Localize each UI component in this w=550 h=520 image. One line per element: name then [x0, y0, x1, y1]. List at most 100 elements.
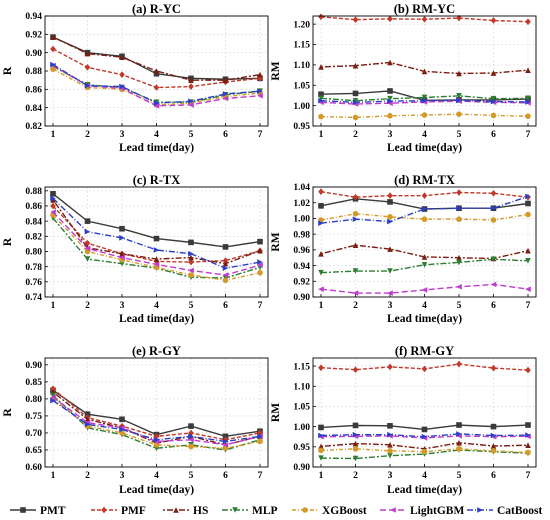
series-catboost — [318, 431, 531, 440]
data-point — [119, 254, 125, 261]
data-point — [387, 15, 393, 23]
x-tick-label: 1 — [319, 471, 324, 481]
data-point — [525, 99, 531, 105]
data-point — [456, 205, 462, 212]
series-pmt — [50, 191, 263, 250]
y-tick-label: 0.92 — [293, 277, 310, 287]
x-tick-label: 6 — [491, 471, 496, 481]
y-tick-label: 0.95 — [293, 443, 310, 453]
data-point — [490, 98, 497, 105]
panel-3: 0.74 0.76 0.78 0.80 0.82 0.84 0.86 0.88 1 2 3 4 5 6 7 (… — [2, 173, 269, 325]
data-point — [119, 71, 125, 78]
data-point — [456, 93, 462, 99]
panel-1: 0.82 0.84 0.86 0.88 0.90 0.92 0.94 1 2 3 4 5 6 7 (a) R… — [2, 2, 269, 154]
data-point — [387, 246, 393, 252]
panel-2: 0.95 1.00 1.05 1.10 1.15 1.20 1 2 3 4 5 6 7 (b) RM-YC… — [270, 2, 537, 154]
series-catboost — [318, 97, 531, 106]
x-tick-label: 5 — [189, 301, 194, 311]
data-point — [490, 448, 497, 454]
y-tick-label: 1.15 — [293, 362, 310, 372]
data-point — [222, 272, 229, 278]
data-point — [421, 448, 428, 455]
series-mlp — [318, 256, 531, 276]
data-point — [490, 205, 497, 212]
y-axis-label: R — [2, 408, 14, 417]
y-tick-label: 0.94 — [25, 12, 42, 22]
data-point — [50, 394, 56, 400]
x-tick-label: 7 — [526, 301, 531, 311]
data-point — [222, 260, 229, 267]
x-tick-label: 1 — [51, 130, 56, 140]
y-tick-label: 1.00 — [293, 102, 310, 112]
legend-item-pmf: PMF — [91, 505, 146, 517]
data-point — [318, 97, 324, 104]
data-point — [352, 446, 359, 452]
data-point — [421, 15, 428, 23]
data-point — [421, 94, 428, 101]
x-tick-label: 2 — [85, 471, 90, 481]
data-point — [387, 290, 393, 296]
data-point — [50, 195, 56, 202]
data-point — [525, 211, 531, 218]
data-point — [352, 455, 359, 462]
x-tick-label: 4 — [154, 130, 159, 140]
data-point — [257, 259, 263, 265]
series-catboost — [50, 397, 263, 445]
data-point — [257, 247, 263, 254]
data-point — [387, 441, 393, 448]
data-point — [50, 202, 56, 210]
data-point — [153, 247, 160, 253]
data-point — [153, 100, 160, 106]
panel-title: (d) RM-TX — [394, 173, 455, 187]
y-tick-label: 0.80 — [25, 395, 42, 405]
data-point — [387, 448, 393, 454]
data-point — [153, 256, 160, 262]
data-point — [318, 91, 324, 98]
data-point — [456, 422, 462, 428]
series-hs — [50, 34, 263, 83]
panel-title: (e) R-GY — [132, 344, 181, 358]
series-hs — [50, 197, 263, 267]
x-axis-label: Lead time(day) — [387, 484, 462, 496]
data-point — [84, 411, 91, 418]
data-point — [153, 68, 160, 74]
data-point — [387, 363, 393, 371]
y-tick-label: 1.00 — [293, 423, 310, 433]
data-point — [525, 18, 531, 26]
plot-frame — [44, 357, 269, 468]
data-point — [257, 88, 263, 94]
data-point — [318, 269, 324, 276]
data-point — [257, 262, 263, 268]
data-point — [318, 364, 324, 371]
data-point — [84, 218, 91, 224]
y-tick-label: 0.70 — [25, 429, 42, 439]
data-point — [188, 98, 194, 105]
x-tick-label: 7 — [526, 471, 531, 481]
data-point — [84, 239, 91, 247]
series-mlp — [318, 93, 531, 104]
data-point — [525, 67, 531, 73]
y-axis-label: RM — [270, 403, 282, 422]
x-tick-label: 6 — [491, 301, 496, 311]
data-point — [352, 62, 359, 69]
data-point — [84, 421, 91, 428]
data-point — [421, 426, 428, 433]
data-point — [352, 90, 359, 97]
data-point — [153, 436, 160, 443]
data-point — [188, 239, 194, 246]
y-tick-label: 1.04 — [293, 183, 310, 193]
plot-frame — [312, 15, 537, 127]
data-point — [456, 97, 462, 104]
data-point — [490, 364, 497, 372]
x-tick-label: 6 — [223, 130, 228, 140]
data-point — [421, 68, 428, 75]
data-point — [421, 216, 428, 223]
legend-item-catboost: CatBoost — [467, 505, 543, 517]
legend-item-pmt: PMT — [10, 505, 66, 517]
plot-frame — [312, 186, 537, 298]
data-point — [421, 112, 428, 118]
panel-5: 0.60 0.65 0.70 0.75 0.80 0.85 0.90 1 2 3 4 5 6 7 (e) R… — [2, 344, 269, 496]
series-catboost — [318, 193, 531, 226]
data-point — [456, 111, 462, 117]
data-point — [490, 17, 497, 24]
